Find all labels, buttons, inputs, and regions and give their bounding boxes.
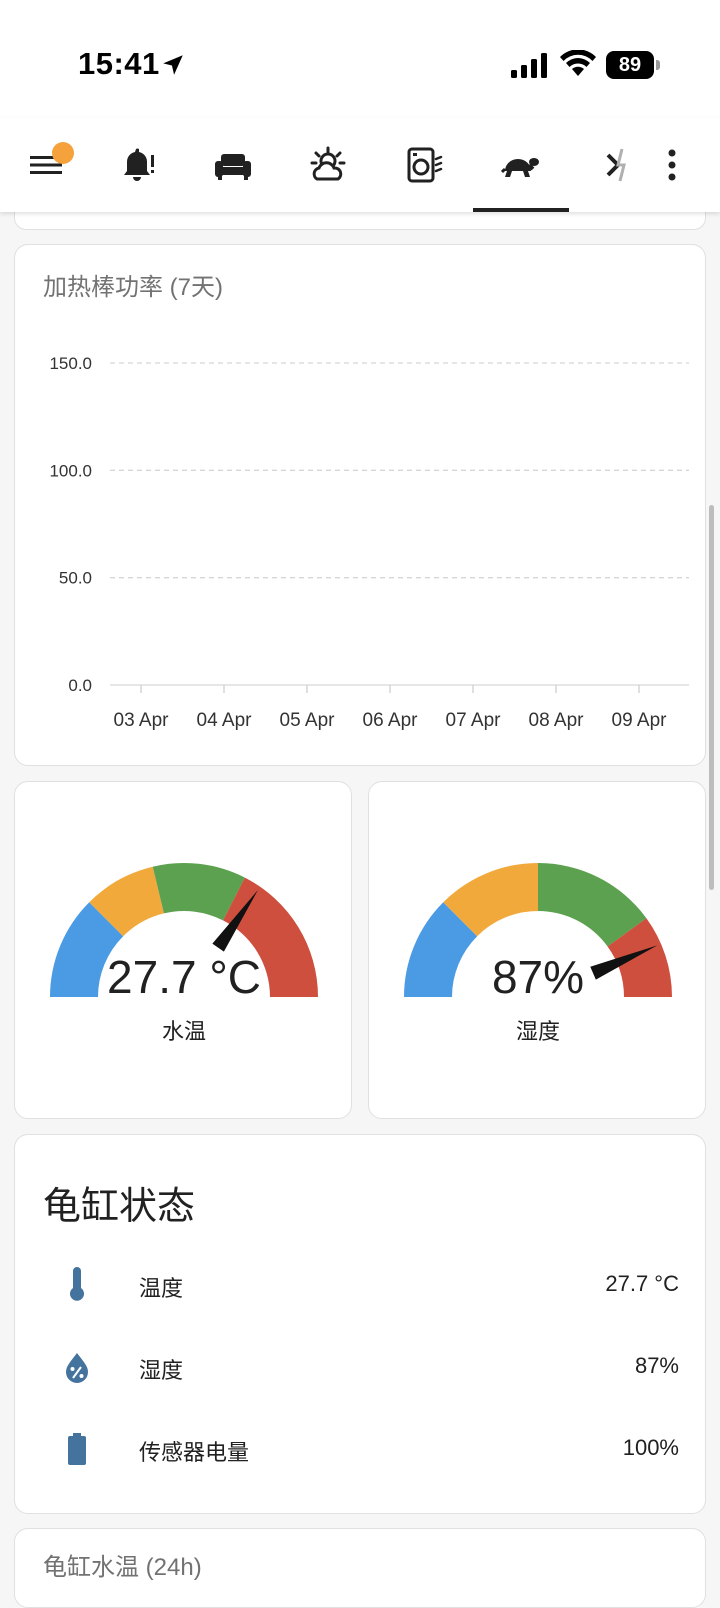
- tab-turtle[interactable]: [473, 118, 569, 212]
- gauge-value: 27.7 °C: [107, 951, 261, 1003]
- entity-value: 100%: [622, 1435, 679, 1460]
- chart-title: 加热棒功率 (7天): [43, 274, 223, 301]
- gauge-segment: [50, 902, 124, 997]
- battery-icon: [68, 1433, 86, 1465]
- battery-level: 89: [606, 51, 654, 79]
- tab-energy[interactable]: [568, 118, 664, 212]
- entity-value: 27.7 °C: [605, 1271, 679, 1296]
- battery-indicator: 89: [606, 51, 660, 79]
- humidity-gauge-card[interactable]: 87% 湿度: [368, 781, 706, 1119]
- menu-icon: [30, 156, 62, 174]
- lightning-icon: [606, 148, 626, 182]
- gauge-segment: [152, 863, 245, 921]
- water-temp-24h-card[interactable]: 龟缸水温 (24h): [14, 1528, 706, 1608]
- gauge-segment: [443, 863, 538, 937]
- card-title: 龟缸状态: [43, 1186, 196, 1228]
- turtle-icon: [501, 158, 539, 177]
- turtle-tank-status-card: 龟缸状态 温度 27.7 °C 湿度 87% 传感器电量 100%: [14, 1134, 706, 1514]
- tab-alerts[interactable]: [90, 118, 186, 212]
- y-tick-label: 150.0: [49, 354, 92, 373]
- y-tick-label: 0.0: [68, 676, 92, 695]
- gauge-segment: [538, 863, 647, 947]
- water-temp-gauge: [50, 863, 318, 997]
- water-temp-gauge-card[interactable]: 27.7 °C 水温: [14, 781, 352, 1119]
- entity-row-humidity[interactable]: 湿度 87%: [15, 1337, 707, 1397]
- gauge-name: 水温: [161, 1019, 206, 1044]
- y-tick-label: 100.0: [49, 461, 92, 480]
- x-tick-label: 05 Apr: [280, 710, 336, 731]
- gauge-needle: [212, 890, 258, 952]
- gauge-segment: [607, 918, 672, 997]
- tab-living-room[interactable]: [185, 118, 281, 212]
- wifi-icon: [560, 50, 596, 76]
- gauge-name: 湿度: [515, 1019, 560, 1044]
- water-percent-icon: [66, 1353, 88, 1383]
- entity-label: 湿度: [139, 1358, 184, 1383]
- y-tick-label: 50.0: [59, 569, 92, 588]
- status-time: 15:41: [78, 46, 160, 81]
- tab-laundry[interactable]: [376, 118, 472, 212]
- x-tick-label: 03 Apr: [114, 710, 170, 731]
- active-tab-indicator: [473, 208, 569, 212]
- entity-row-sensor-battery[interactable]: 传感器电量 100%: [15, 1419, 707, 1479]
- page-scrollbar[interactable]: [709, 505, 714, 890]
- sofa-icon: [215, 154, 251, 180]
- humidity-gauge: [404, 863, 672, 997]
- gauge-segment: [89, 866, 164, 937]
- bell-alert-icon: [124, 148, 154, 181]
- entity-label: 温度: [139, 1276, 184, 1301]
- location-arrow-icon: [163, 55, 183, 75]
- x-tick-label: 07 Apr: [446, 710, 502, 731]
- more-vertical-icon[interactable]: [656, 145, 688, 185]
- x-tick-label: 09 Apr: [612, 710, 668, 731]
- tab-menu[interactable]: [0, 118, 96, 212]
- tab-weather[interactable]: [280, 118, 376, 212]
- entity-value: 87%: [634, 1353, 679, 1378]
- heater-power-chart-card[interactable]: 加热棒功率 (7天) 150.0 100.0 50.0 0.0 03 Apr 04 Apr…: [14, 244, 706, 766]
- weather-cloudy-icon: [310, 146, 346, 181]
- x-tick-label: 04 Apr: [197, 710, 253, 731]
- entity-label: 传感器电量: [139, 1440, 250, 1465]
- washing-machine-icon: [407, 147, 443, 183]
- gauge-value: 87%: [491, 951, 585, 1003]
- cellular-signal-icon: [511, 53, 547, 78]
- thermometer-icon: [70, 1267, 84, 1301]
- x-tick-label: 08 Apr: [529, 710, 585, 731]
- x-tick-label: 06 Apr: [363, 710, 419, 731]
- battery-cap: [656, 60, 660, 70]
- notification-dot: [52, 142, 74, 164]
- entity-row-temperature[interactable]: 温度 27.7 °C: [15, 1255, 707, 1315]
- gauge-needle: [590, 945, 658, 980]
- power-chart: 150.0 100.0 50.0 0.0 03 Apr 04 Apr 05 Apr 06 Ap…: [49, 354, 689, 731]
- card-title: 龟缸水温 (24h): [43, 1554, 202, 1581]
- view-tab-bar: [0, 118, 720, 212]
- status-bar: 15:41 89: [0, 0, 720, 118]
- gauge-segment: [404, 902, 478, 997]
